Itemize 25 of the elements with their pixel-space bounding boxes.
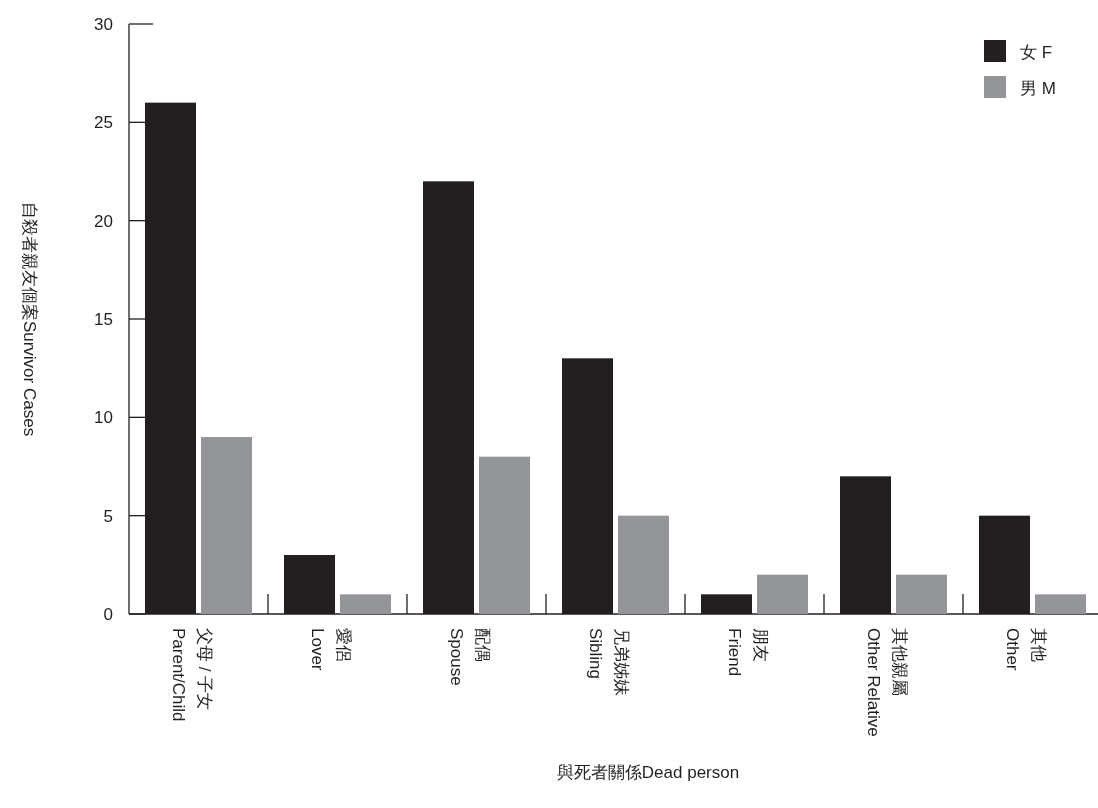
x-tick-label: 父母 / 子女 Parent/Child [168,628,214,722]
y-tick-label: 5 [103,506,113,526]
bar [340,594,391,614]
bar [201,437,252,614]
y-tick-label: 15 [94,310,113,329]
bar [757,574,808,614]
legend-label: 男 M [1020,79,1056,98]
x-tick-label: 其他親屬 Other Relative [863,628,909,737]
x-tick-label: 其他 Other [1002,628,1048,671]
y-tick-label: 0 [103,605,113,624]
x-tick-label: 朋友 Friend [724,628,770,677]
y-axis-title: 自殺者親友個案Survivor Cases [20,201,39,437]
bar [618,515,669,614]
y-tick-label: 10 [94,408,113,428]
x-axis-title: 與死者關係Dead person [556,763,740,782]
x-tick-label: 配偶 Spouse [446,628,492,686]
bar [479,456,530,614]
x-tick-label: 兄弟姊妹 Sibling [585,628,631,696]
bar [1035,594,1086,614]
y-tick-label: 30 [94,15,113,34]
legend-label: 女 F [1020,43,1053,62]
y-tick-label: 20 [94,211,113,231]
y-tick-label: 25 [94,113,113,133]
x-tick-label: 愛侶 Lover [307,628,353,671]
bar [896,574,947,614]
